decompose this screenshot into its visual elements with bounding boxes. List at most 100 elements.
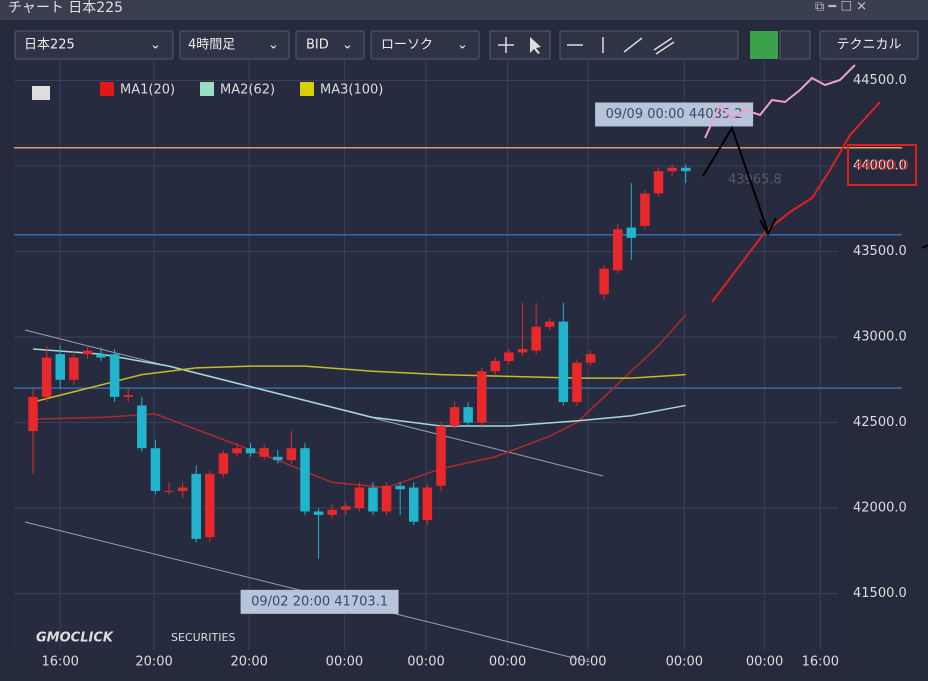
erase-tool[interactable]	[779, 30, 811, 60]
candle-body	[504, 352, 514, 361]
candle-body	[517, 349, 528, 353]
x-tick-label: 00:00	[326, 655, 363, 670]
y-tick-label: 44000.0	[853, 159, 907, 174]
x-tick-label: 16:00	[802, 655, 839, 670]
candle-body	[96, 354, 106, 358]
legend-swatch	[200, 82, 214, 96]
x-tick-label: 00:00	[407, 655, 444, 670]
annotation-box	[240, 589, 399, 614]
candle-body	[55, 354, 65, 380]
technical-button[interactable]	[819, 30, 919, 60]
candle-body	[259, 448, 269, 457]
candle-body	[354, 487, 365, 509]
ma-line	[32, 365, 686, 403]
candle-body	[599, 268, 609, 295]
caret: ⌄	[342, 38, 353, 53]
timeframe-select[interactable]	[179, 30, 290, 60]
candle-body	[177, 487, 188, 491]
candle-body	[82, 350, 93, 355]
technical: テクニカル	[836, 38, 901, 53]
price-select[interactable]	[295, 30, 365, 60]
y-tick-label: 42500.0	[853, 415, 907, 430]
candle-body	[41, 357, 52, 397]
x-tick-label: 00:00	[746, 655, 783, 670]
win-buttons[interactable]: ⧉ ━ ☐ ✕	[815, 0, 867, 15]
x-tick-label: 00:00	[569, 655, 606, 670]
watermark-suffix: SECURITIES	[171, 631, 235, 644]
candle-body	[436, 425, 446, 486]
candle-body	[28, 396, 38, 432]
hand-drawing	[702, 64, 928, 303]
candle-body	[490, 360, 501, 372]
symbol: 日本225	[24, 38, 75, 53]
x-tick-label: 00:00	[666, 655, 703, 670]
candle-body	[449, 407, 460, 426]
y-tick-label: 41500.0	[853, 586, 907, 601]
chart-style: ローソク	[381, 38, 433, 53]
y-tick-label: 43000.0	[853, 330, 907, 345]
toolbar: 日本225 ⌄ 4時間足 ⌄ BID ⌄ ローソク ⌄ テクニカル	[14, 30, 919, 60]
candle-body	[558, 321, 569, 403]
candle-body	[680, 167, 691, 172]
price-type: BID	[306, 38, 329, 53]
highlight-box	[847, 144, 917, 186]
y-tick-label: 42000.0	[853, 501, 907, 516]
window-title: チャート 日本225	[8, 0, 123, 16]
draw-active[interactable]	[750, 31, 778, 59]
annotation-text: 09/09 00:00 44085.2	[606, 107, 743, 122]
candle-body	[612, 229, 623, 271]
candle-body	[123, 395, 133, 397]
candle-body	[667, 167, 677, 172]
candle-body	[313, 511, 324, 515]
candle-body	[218, 453, 229, 474]
candle-body	[300, 448, 310, 512]
y-tick-label: 43500.0	[853, 244, 907, 259]
style-select[interactable]	[370, 30, 480, 60]
ma-line	[32, 348, 686, 427]
legend-label: MA3(100)	[320, 83, 383, 98]
candle-body	[572, 362, 582, 403]
legend-swatch	[300, 82, 314, 96]
candle-body	[476, 371, 487, 423]
candle-body	[381, 485, 392, 512]
last-price: 43965.8	[728, 173, 782, 188]
annotation-box	[595, 102, 754, 127]
x-tick-label: 16:00	[41, 655, 78, 670]
candle-body	[640, 193, 650, 226]
symbol-select[interactable]	[14, 30, 174, 60]
candle-body	[341, 506, 351, 510]
draw-tools[interactable]	[559, 30, 739, 60]
candle-body	[109, 354, 120, 397]
candle-body	[395, 485, 405, 490]
candle-body	[150, 448, 161, 491]
caret: ⌄	[457, 38, 468, 53]
legend-label: MA2(62)	[220, 83, 275, 98]
candle-body	[327, 509, 337, 515]
caret: ⌄	[268, 38, 279, 53]
candle-body	[232, 448, 242, 454]
candle-body	[422, 487, 433, 521]
caret: ⌄	[150, 38, 161, 53]
candle-body	[69, 357, 79, 380]
candle-body	[205, 473, 215, 538]
candle-body	[531, 326, 541, 351]
x-tick-label: 20:00	[135, 655, 172, 670]
candle-body	[653, 171, 664, 194]
candle-body	[585, 354, 596, 363]
watermark: GMOCLICK	[36, 631, 114, 646]
candle-body	[368, 487, 378, 512]
candle-body	[544, 321, 555, 327]
timeframe: 4時間足	[188, 38, 235, 53]
highlight-label: 44000.0	[855, 159, 909, 174]
candle-body	[137, 405, 147, 449]
candle-body	[245, 448, 256, 454]
candle-body	[191, 473, 201, 539]
legend-icon	[32, 86, 50, 100]
annotation-text: 09/02 20:00 41703.1	[251, 594, 388, 609]
candle-body	[626, 227, 637, 238]
candle-body	[409, 487, 419, 522]
y-tick-label: 44500.0	[853, 73, 907, 88]
candle-body	[164, 490, 174, 492]
x-tick-label: 20:00	[230, 655, 267, 670]
